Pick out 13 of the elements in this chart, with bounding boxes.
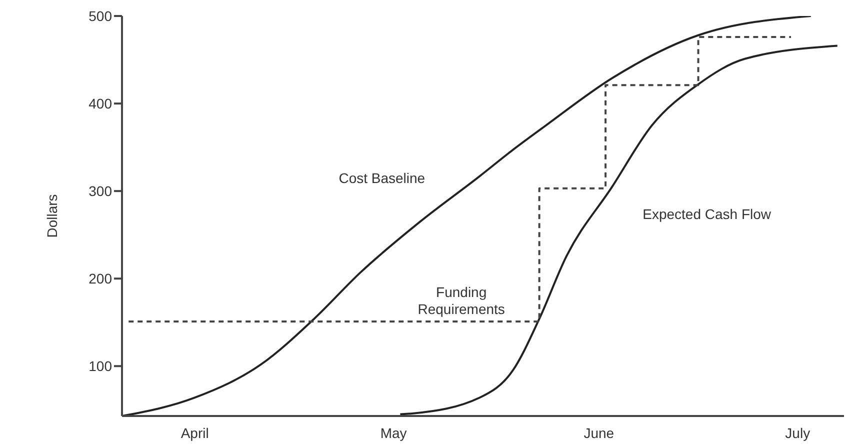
series-label: Funding Requirements [416,284,506,318]
y-tick-label: 200 [88,270,112,287]
x-tick-label: June [584,424,614,441]
series-label: Cost Baseline [338,170,426,187]
x-tick-label: April [180,424,209,441]
text: Expected Cash Flow [642,206,772,223]
y-tick-label: 100 [88,358,112,374]
x-tick-label: May [380,424,407,441]
y-tick-label: 500 [88,8,112,24]
x-tick-label: July [785,424,810,441]
y-tick-label: 300 [88,183,112,200]
y-axis-title: Dollars [44,194,60,238]
y-tick-label: 400 [88,95,112,112]
